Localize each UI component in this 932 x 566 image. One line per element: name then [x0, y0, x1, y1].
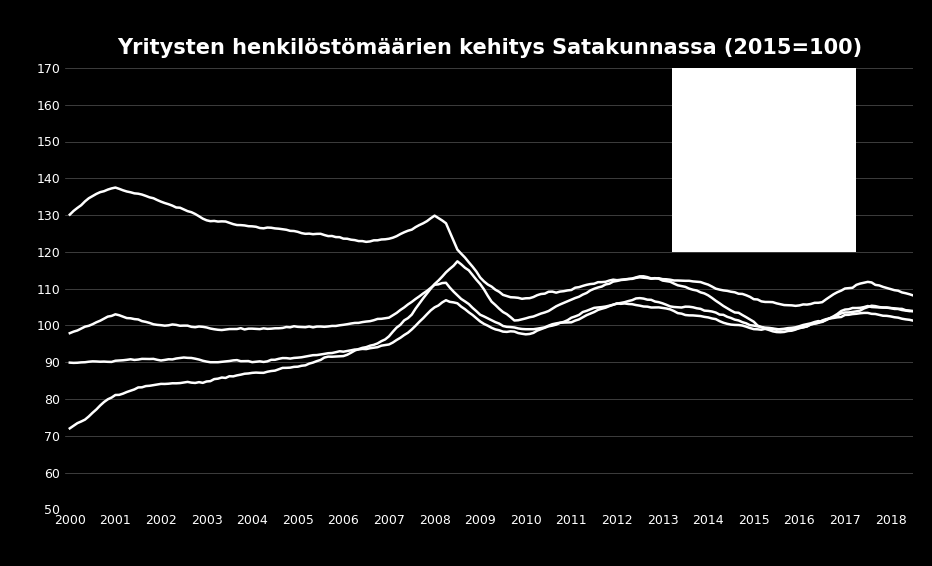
Bar [672, 68, 857, 252]
Title: Yritysten henkilöstömäärien kehitys Satakunnassa (2015=100): Yritysten henkilöstömäärien kehitys Sata… [116, 38, 862, 58]
